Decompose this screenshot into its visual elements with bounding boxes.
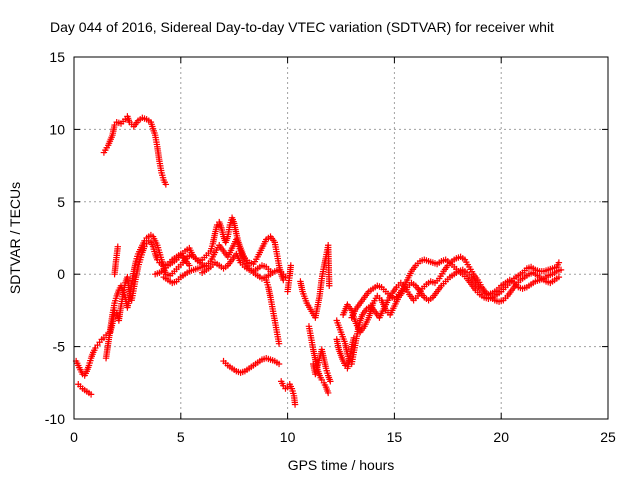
x-tick-label: 25 [600, 429, 616, 445]
series-section-12-c [348, 256, 563, 321]
x-tick-label: 5 [177, 429, 185, 445]
plot-frame [73, 56, 609, 420]
data-point [555, 273, 563, 281]
x-tick-label: 0 [70, 429, 78, 445]
data-point [186, 262, 193, 269]
y-tick-label: 5 [57, 194, 65, 210]
series-cluster-11c [310, 346, 334, 385]
x-axis-label: GPS time / hours [288, 457, 395, 473]
series-rise-b [107, 237, 193, 336]
series-drop-late9 [263, 276, 283, 347]
data-point [557, 266, 565, 274]
series-upper-arc [100, 113, 170, 188]
y-tick-label: 15 [49, 49, 65, 65]
chart-title: Day 044 of 2016, Sidereal Day-to-day VTE… [50, 19, 554, 35]
data-points [72, 113, 565, 408]
series-early-low [75, 381, 95, 398]
series-cluster-11b [297, 242, 333, 321]
series-spike-2 [111, 243, 121, 278]
data-point [327, 378, 334, 385]
data-point [87, 391, 95, 398]
data-point [280, 271, 287, 278]
x-tick-label: 20 [493, 429, 509, 445]
y-tick-label: -5 [53, 339, 66, 355]
series-spike-10 [284, 262, 295, 295]
data-point [324, 389, 332, 397]
data-point [350, 334, 358, 342]
x-tick-label: 10 [280, 429, 296, 445]
series-section-12-d [333, 334, 358, 372]
series-arc-low-7 [220, 354, 283, 376]
series-section-12-b [339, 266, 565, 336]
series-cluster-10 [277, 378, 299, 408]
data-point [287, 262, 295, 269]
y-tick-label: -10 [45, 411, 65, 427]
axis-ticks: 0 5 10 15 20 25 -10 -5 0 5 10 15 [45, 49, 616, 445]
data-point [275, 340, 283, 347]
data-point [267, 268, 274, 275]
series-mid-c [198, 250, 274, 276]
data-point [291, 401, 299, 408]
series-early-left [72, 331, 110, 379]
x-tick-label: 15 [387, 429, 403, 445]
series-mid-b [160, 236, 287, 287]
y-tick-label: 0 [57, 266, 65, 282]
data-point [555, 259, 563, 266]
y-tick-label: 10 [49, 121, 65, 137]
y-axis-label: SDTVAR / TECUs [7, 182, 23, 294]
data-point [275, 360, 283, 368]
data-point [326, 282, 333, 289]
data-point [162, 181, 170, 188]
data-point [114, 243, 121, 250]
